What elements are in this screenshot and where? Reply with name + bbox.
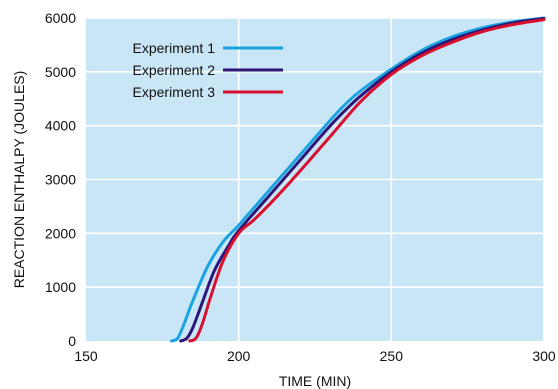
legend: Experiment 1 Experiment 2 Experiment 3 [133,40,283,100]
y-tick-label: 2000 [45,225,76,241]
series-line-2 [179,17,546,343]
y-tick-label: 4000 [45,118,76,134]
x-tick-label: 200 [227,348,251,364]
x-tick-label: 300 [532,348,556,364]
series-line-1 [170,16,546,343]
x-axis-ticks: 150 200 250 300 [74,348,556,364]
series-lines [170,16,546,343]
legend-label: Experiment 2 [133,62,216,78]
grid-lines [86,17,545,341]
y-tick-label: 3000 [45,172,76,188]
y-axis-ticks: 0 1000 2000 3000 4000 5000 6000 [45,10,76,349]
y-tick-label: 1000 [45,279,76,295]
y-tick-label: 0 [68,333,76,349]
series-line-3 [188,18,546,343]
x-axis-title: TIME (MIN) [279,373,351,389]
legend-label: Experiment 3 [133,84,216,100]
x-tick-label: 150 [74,348,98,364]
x-tick-label: 250 [380,348,404,364]
y-axis-title: REACTION ENTHALPY (JOULES) [11,71,27,289]
y-tick-label: 5000 [45,64,76,80]
y-tick-label: 6000 [45,10,76,26]
legend-label: Experiment 1 [133,40,216,56]
